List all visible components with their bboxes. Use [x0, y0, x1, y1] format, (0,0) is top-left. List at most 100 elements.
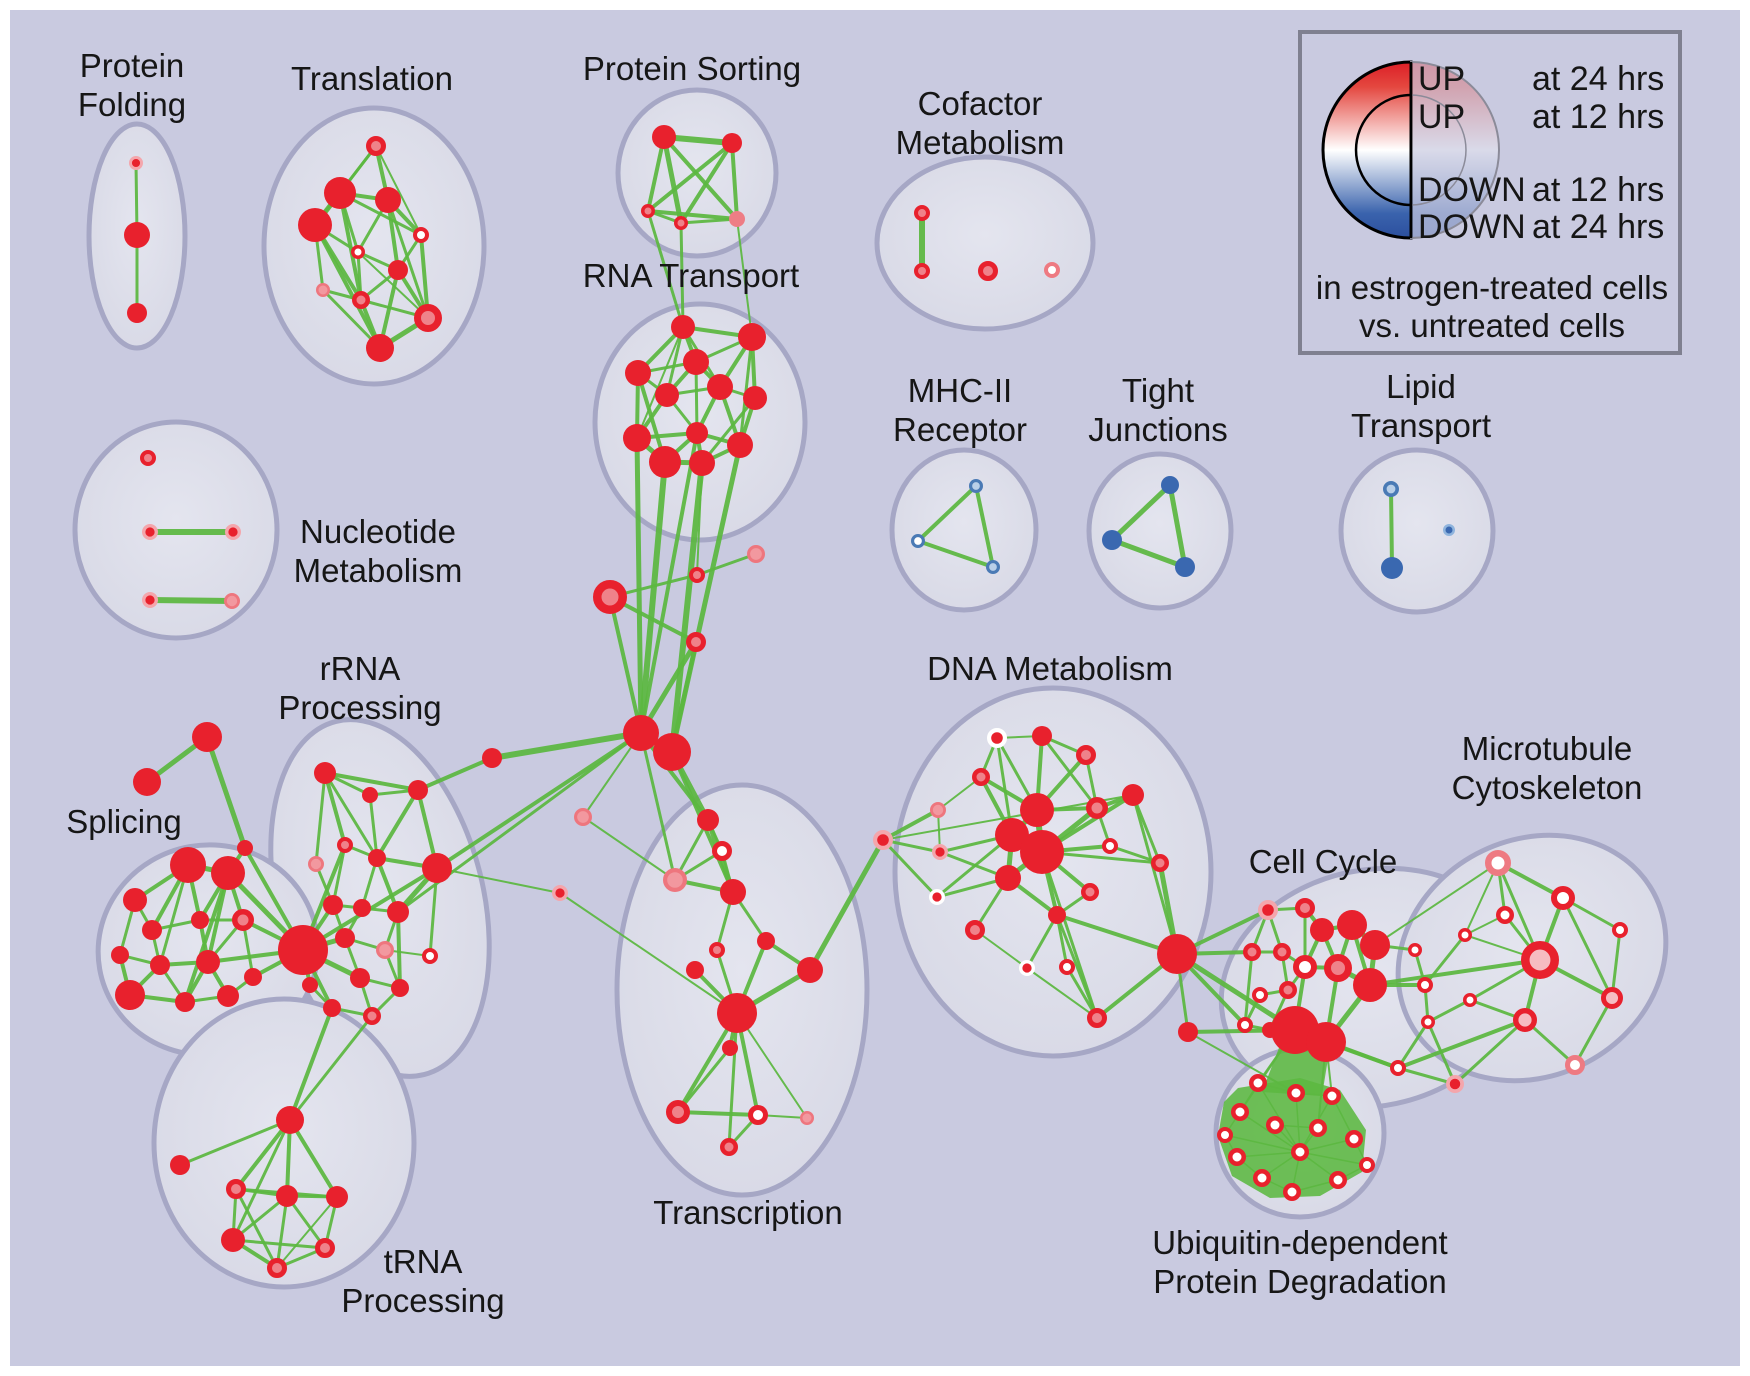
gene-node-cc: [1237, 1017, 1253, 1033]
gene-node-tr: [316, 283, 330, 297]
edge: [582, 816, 676, 881]
gene-node-tr: [366, 136, 386, 156]
gene-node-cc: [1408, 943, 1422, 957]
gene-node-cc: [1257, 899, 1278, 920]
gene-node-tn: [315, 1238, 335, 1258]
edge: [288, 1118, 339, 1199]
edge: [661, 134, 684, 226]
gene-node-nm: [223, 593, 240, 610]
gene-node-dm: [1059, 959, 1075, 975]
gene-node-sp: [150, 955, 170, 975]
gene-node-rt: [625, 360, 651, 386]
gene-node-cm: [1044, 262, 1060, 278]
cluster-label-tn: tRNA Processing: [341, 1243, 504, 1319]
edge: [436, 867, 561, 894]
edge: [736, 1012, 808, 1119]
gene-node-dm: [931, 843, 948, 860]
gene-node-dm: [1102, 838, 1118, 854]
gene-node-nm: [141, 591, 158, 608]
gene-node-tr: [366, 334, 394, 362]
cluster-label-lt: Lipid Transport: [1351, 368, 1491, 444]
gene-node-mh: [911, 534, 926, 549]
edge: [646, 209, 739, 221]
gene-node-rr: [387, 901, 409, 923]
gene-node-dm: [1020, 793, 1054, 827]
edge: [1561, 896, 1614, 1000]
edge: [275, 1194, 289, 1270]
edge: [679, 217, 739, 225]
edge: [1109, 482, 1173, 543]
gene-node-rr: [323, 999, 341, 1017]
edge: [638, 459, 668, 736]
edge: [1224, 1134, 1301, 1153]
edge: [646, 141, 734, 213]
edge: [1453, 1018, 1527, 1086]
gene-node-sp: [244, 968, 262, 986]
gene-node-sp: [232, 909, 254, 931]
cluster-label-cc: Cell Cycle: [1249, 843, 1398, 880]
gene-node-cc: [1310, 918, 1334, 942]
gene-node-tc: [800, 1111, 814, 1125]
gene-node-tc: [662, 867, 687, 892]
edge: [636, 326, 684, 439]
gene-node-tj: [1175, 557, 1195, 577]
gene-node-dm: [986, 727, 1007, 748]
cluster-ellipse-mh: [889, 447, 1039, 613]
gene-node-sp: [170, 847, 206, 883]
gene-node-sp: [111, 946, 129, 964]
gene-node-ub: [1323, 1087, 1341, 1105]
gene-node-cc: [1293, 955, 1317, 979]
gene-node-pf: [124, 222, 150, 248]
edge: [1131, 793, 1179, 956]
gene-node-dm: [1032, 726, 1052, 746]
gene-node-rr: [353, 899, 371, 917]
edge: [1396, 1066, 1457, 1086]
gene-node-rt: [738, 323, 766, 351]
gene-node-rr: [422, 853, 452, 883]
gene-node-ps: [722, 133, 742, 153]
gene-node-ub: [1231, 1103, 1249, 1121]
gene-node-rr: [363, 1007, 381, 1025]
gene-node-dm: [995, 865, 1021, 891]
cluster-ellipse-tn: [151, 996, 417, 1290]
gene-node-cc: [1252, 987, 1268, 1003]
gene-node-rr: [278, 925, 328, 975]
gene-node-sp: [211, 856, 245, 890]
gene-node-cn: [192, 722, 222, 752]
edge: [375, 145, 422, 236]
gene-node-cm: [914, 205, 930, 221]
gene-node-pf: [129, 156, 144, 171]
gene-node-tr: [351, 245, 365, 259]
edge: [695, 552, 758, 577]
gene-node-cm: [914, 263, 930, 279]
edge: [696, 462, 703, 576]
legend-time-label-1: at 12 hrs: [1532, 98, 1664, 136]
gene-node-mh: [969, 479, 984, 494]
gene-node-cc: [1390, 1060, 1406, 1076]
cluster-labels: Protein Folding Translation Protein Sorting…: [66, 47, 1642, 1319]
gene-node-mc: [1496, 906, 1514, 924]
gene-node-rr: [337, 837, 353, 853]
gene-node-ub: [1291, 1143, 1309, 1161]
gene-node-mc: [1458, 928, 1472, 942]
gene-node-dm: [1151, 854, 1169, 872]
edge: [974, 929, 1028, 969]
legend-direction-label-0: UP: [1418, 60, 1465, 98]
gene-node-ps: [729, 211, 745, 227]
edge: [386, 198, 430, 320]
gene-node-dm: [1086, 797, 1108, 819]
edge: [1236, 1151, 1301, 1158]
legend-inner-circle-right: [1410, 94, 1467, 206]
gene-node-cc: [1353, 968, 1387, 1002]
edge: [727, 1011, 739, 1149]
edge: [204, 734, 248, 851]
gene-node-ub: [1309, 1119, 1327, 1137]
gene-node-cc: [1324, 954, 1352, 982]
gene-node-tc: [697, 809, 719, 831]
cluster-label-dm: DNA Metabolism: [927, 650, 1173, 687]
gene-node-lt: [1381, 557, 1403, 579]
gene-node-sp: [196, 950, 220, 974]
gene-node-mc: [1600, 986, 1623, 1009]
edge: [231, 1118, 292, 1242]
